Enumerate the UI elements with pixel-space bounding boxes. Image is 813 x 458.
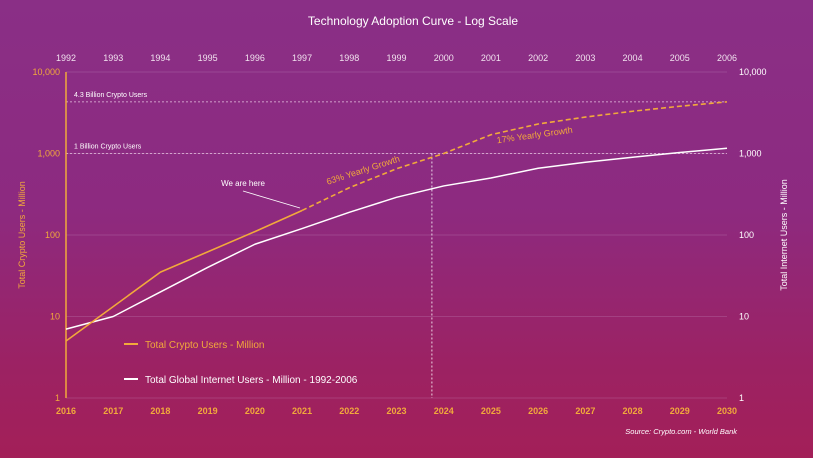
x-tick-label-bottom: 2030 [717, 406, 737, 416]
chart-title: Technology Adoption Curve - Log Scale [308, 14, 518, 28]
y-axis-label-right: Total Internet Users - Million [779, 179, 789, 291]
x-tick-label-top: 1994 [150, 53, 170, 63]
y-tick-label-right: 100 [739, 230, 754, 240]
x-tick-label-top: 2002 [528, 53, 548, 63]
grid [66, 71, 727, 399]
annotation-17-growth: 17% Yearly Growth [496, 125, 573, 146]
y-tick-label-left: 10 [50, 312, 60, 322]
x-tick-label-top: 1995 [198, 53, 218, 63]
x-tick-label-bottom: 2029 [670, 406, 690, 416]
x-tick-label-top: 2003 [575, 53, 595, 63]
reference-line-label: 1 Billion Crypto Users [74, 144, 142, 151]
x-tick-label-bottom: 2028 [623, 406, 643, 416]
x-tick-label-top: 1997 [292, 53, 312, 63]
series-line-crypto-projection [301, 101, 728, 212]
x-tick-label-bottom: 2016 [56, 406, 76, 416]
x-tick-label-bottom: 2026 [528, 406, 548, 416]
source-note: Source: Crypto.com - World Bank [625, 427, 738, 436]
reference-line-label: 4.3 Billion Crypto Users [74, 92, 148, 99]
x-tick-label-bottom: 2022 [339, 406, 359, 416]
tick-labels: 1 1 10 10 100 100 1,000 1,000 10,000 10,000 2016 20… [32, 53, 766, 416]
x-tick-label-bottom: 2017 [103, 406, 123, 416]
we-are-here-pointer [242, 190, 301, 209]
y-tick-label-right: 1,000 [739, 149, 762, 159]
y-tick-label-left: 1 [55, 393, 60, 403]
x-tick-label-bottom: 2027 [575, 406, 595, 416]
x-tick-label-top: 1996 [245, 53, 265, 63]
x-tick-label-top: 2006 [717, 53, 737, 63]
x-tick-label-bottom: 2023 [386, 406, 406, 416]
x-tick-label-top: 1998 [339, 53, 359, 63]
y-tick-label-right: 10,000 [739, 67, 767, 77]
y-tick-label-right: 1 [739, 393, 744, 403]
reference-lines: 4.3 Billion Crypto Users 1 Billion Crypto… [66, 92, 727, 154]
x-tick-label-top: 1992 [56, 53, 76, 63]
series-line-crypto-users [65, 209, 303, 342]
x-tick-label-top: 2004 [623, 53, 643, 63]
y-tick-label-left: 10,000 [32, 67, 60, 77]
y-tick-label-right: 10 [739, 312, 749, 322]
annotation-we-are-here: We are here [221, 179, 265, 188]
x-tick-label-top: 2005 [670, 53, 690, 63]
y-tick-label-left: 100 [45, 230, 60, 240]
series-line-internet-users [65, 147, 728, 330]
legend-label-crypto: Total Crypto Users - Million [145, 340, 264, 351]
x-tick-label-bottom: 2020 [245, 406, 265, 416]
x-tick-label-top: 2001 [481, 53, 501, 63]
x-tick-label-bottom: 2021 [292, 406, 312, 416]
y-tick-label-left: 1,000 [37, 149, 60, 159]
x-tick-label-top: 2000 [434, 53, 454, 63]
x-tick-label-bottom: 2025 [481, 406, 501, 416]
x-tick-label-top: 1999 [386, 53, 406, 63]
x-tick-label-bottom: 2019 [198, 406, 218, 416]
x-tick-label-bottom: 2018 [150, 406, 170, 416]
x-tick-label-top: 1993 [103, 53, 123, 63]
legend-label-internet: Total Global Internet Users - Million - … [145, 375, 358, 386]
series-layer [65, 101, 728, 342]
x-tick-label-bottom: 2024 [434, 406, 454, 416]
y-axis-label-left: Total Crypto Users - Million [17, 181, 27, 289]
